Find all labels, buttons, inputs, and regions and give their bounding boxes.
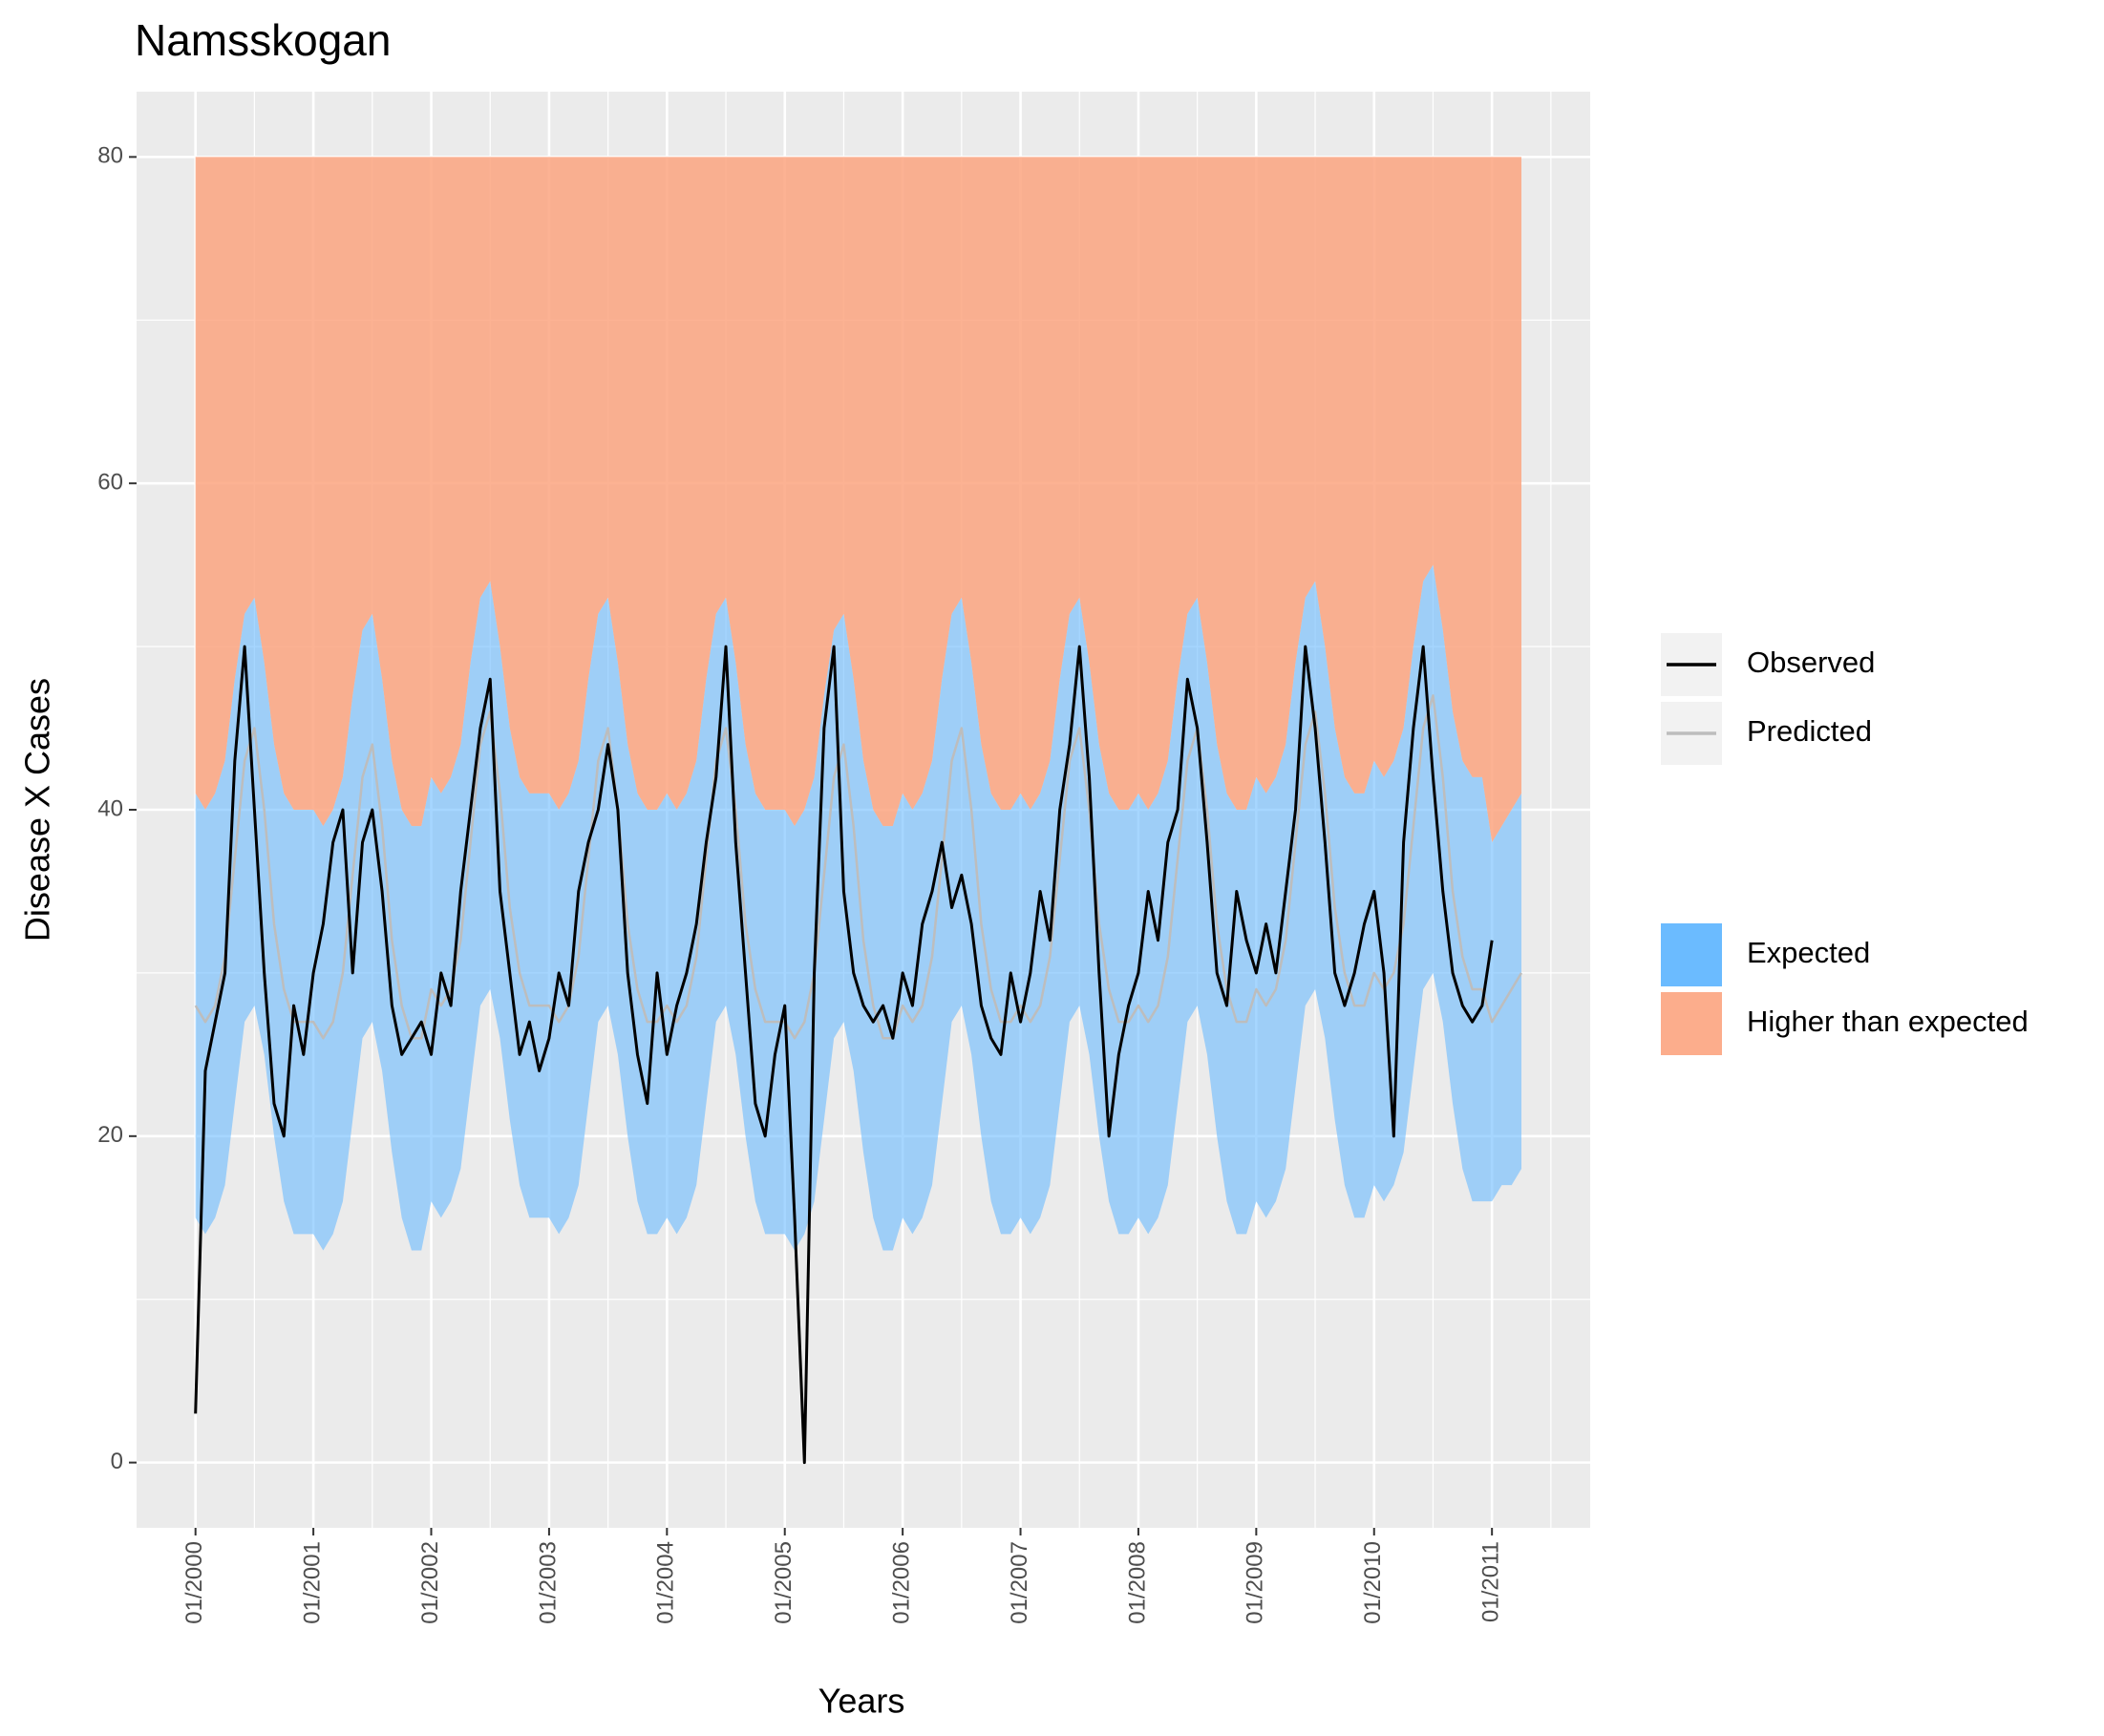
y-axis-title: Disease X Cases	[18, 678, 57, 942]
x-tick-label: 01/2008	[1124, 1541, 1150, 1624]
x-tick-label: 01/2000	[181, 1541, 207, 1624]
predicted-line	[194, 694, 1523, 1040]
chart-title: Namsskogan	[135, 15, 391, 65]
observed-line	[194, 645, 1494, 1465]
x-axis-title: Years	[818, 1682, 905, 1721]
y-tick-label: 0	[111, 1449, 123, 1474]
x-tick-label: 01/2001	[299, 1541, 325, 1624]
x-tick-label: 01/2004	[653, 1541, 679, 1624]
legend-label: Expected	[1747, 936, 1870, 969]
x-tick-label: 01/2007	[1007, 1541, 1032, 1624]
y-tick-label: 80	[97, 143, 123, 169]
legend-label: Observed	[1747, 646, 1875, 679]
legend-label: Predicted	[1747, 714, 1872, 748]
x-tick-label: 01/2005	[771, 1541, 797, 1624]
y-tick-label: 20	[97, 1122, 123, 1148]
x-tick-label: 01/2011	[1478, 1541, 1504, 1622]
x-tick-label: 01/2002	[417, 1541, 443, 1624]
legend-label: Higher than expected	[1747, 1005, 2029, 1038]
x-tick-label: 01/2009	[1243, 1541, 1268, 1624]
x-tick-label: 01/2006	[888, 1541, 914, 1624]
legend-swatch	[1661, 992, 1722, 1055]
y-tick-label: 40	[97, 795, 123, 821]
expected-area	[195, 564, 1522, 1251]
x-tick-label: 01/2010	[1360, 1541, 1386, 1624]
x-tick-label: 01/2003	[535, 1541, 561, 1624]
legend-swatch	[1661, 923, 1722, 986]
y-tick-label: 60	[97, 470, 123, 496]
higher-area	[195, 157, 1522, 843]
